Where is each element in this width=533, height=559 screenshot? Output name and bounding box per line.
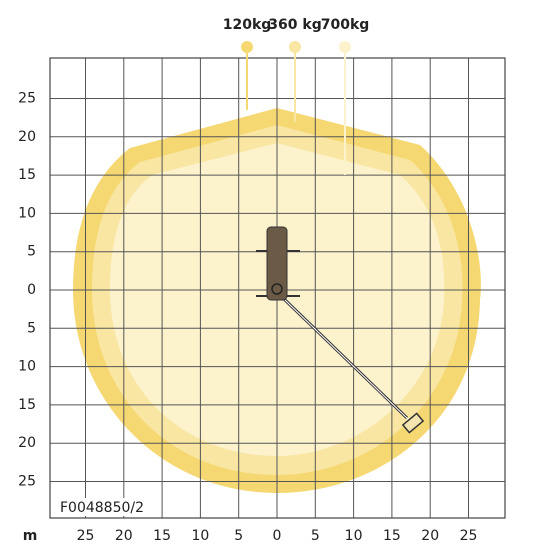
chassis bbox=[266, 226, 288, 301]
legend-dot bbox=[289, 41, 301, 53]
boom-highlight bbox=[284, 299, 410, 421]
legend-dot bbox=[241, 41, 253, 53]
x-tick-label: 10 bbox=[345, 528, 363, 544]
y-tick-label: 20 bbox=[18, 129, 36, 145]
y-tick-label: 10 bbox=[18, 205, 36, 221]
legend-dot bbox=[339, 41, 351, 53]
x-tick-label: 20 bbox=[115, 528, 133, 544]
legend-label: 360 kg bbox=[268, 17, 321, 33]
legend-label: 120kg bbox=[223, 17, 272, 33]
y-tick-label: 15 bbox=[18, 397, 36, 413]
code-background bbox=[56, 498, 148, 516]
axis-unit: m bbox=[23, 528, 38, 544]
y-tick-label: 25 bbox=[18, 474, 36, 490]
y-tick-label: 25 bbox=[18, 91, 36, 107]
y-tick-label: 0 bbox=[27, 282, 36, 298]
y-tick-label: 5 bbox=[27, 244, 36, 260]
x-tick-label: 15 bbox=[153, 528, 171, 544]
x-tick-label: 5 bbox=[311, 528, 320, 544]
grid bbox=[50, 58, 505, 518]
y-tick-label: 5 bbox=[27, 320, 36, 336]
machine bbox=[256, 226, 425, 434]
y-tick-label: 10 bbox=[18, 359, 36, 375]
drawing-code: F0048850/2 bbox=[60, 500, 144, 516]
x-tick-label: 20 bbox=[421, 528, 439, 544]
frame bbox=[49, 57, 506, 519]
x-tick-label: 25 bbox=[77, 528, 95, 544]
x-tick-label: 0 bbox=[273, 528, 282, 544]
y-tick-label: 15 bbox=[18, 167, 36, 183]
legend-label: 700kg bbox=[321, 17, 370, 33]
x-tick-label: 5 bbox=[234, 528, 243, 544]
platform bbox=[401, 412, 425, 434]
x-tick-label: 25 bbox=[460, 528, 478, 544]
x-tick-label: 10 bbox=[191, 528, 209, 544]
turret bbox=[271, 283, 283, 295]
x-tick-label: 15 bbox=[383, 528, 401, 544]
y-tick-label: 20 bbox=[18, 435, 36, 451]
